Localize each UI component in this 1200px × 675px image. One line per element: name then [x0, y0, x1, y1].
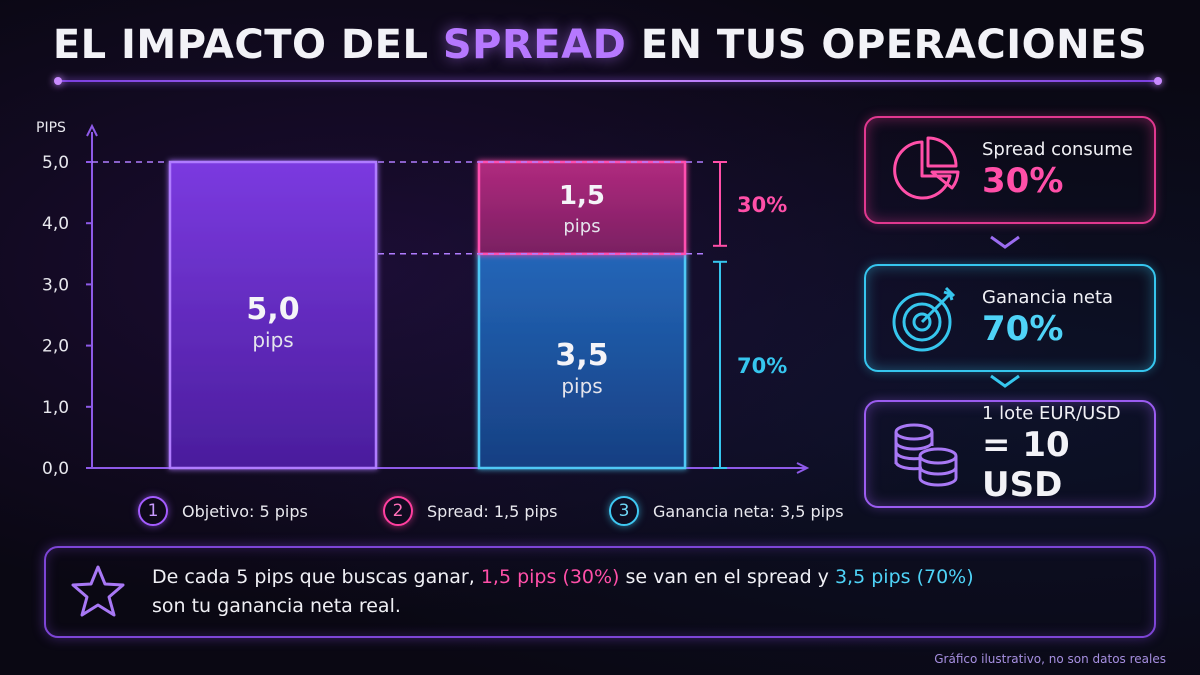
legend-item-spread: 2 Spread: 1,5 pips	[383, 496, 557, 526]
legend-label: Spread: 1,5 pips	[427, 501, 558, 521]
footer-disclaimer: Gráfico ilustrativo, no son datos reales	[934, 652, 1166, 666]
net-card-value: 70%	[982, 309, 1064, 349]
target-icon	[892, 286, 956, 352]
spread-card-value: 30%	[982, 161, 1064, 201]
bar-segment	[168, 160, 378, 470]
lot-card-value: = 10 USD	[982, 425, 1070, 505]
y-tick-label: 2,0	[42, 337, 69, 357]
bar-value-label: 5,0	[246, 292, 299, 327]
bar-segment	[477, 160, 687, 256]
note-net-highlight: 3,5 pips (70%)	[834, 566, 974, 588]
legend-label: Objetivo: 5 pips	[182, 501, 308, 521]
bar-unit-label: pips	[252, 328, 293, 352]
chevron-down-icon	[990, 374, 1020, 388]
legend-number: 2	[383, 496, 413, 526]
bar-value-label: 3,5	[555, 338, 608, 373]
y-tick-label: 5,0	[42, 153, 69, 173]
net-card-label: Ganancia neta	[982, 287, 1114, 308]
percentage-label: 70%	[737, 354, 787, 378]
pie-chart-icon	[893, 136, 960, 200]
note-part-1: De cada 5 pips que buscas ganar,	[152, 566, 481, 588]
bar-unit-label: pips	[561, 374, 602, 398]
title-before: EL IMPACTO DEL	[52, 22, 443, 68]
note-spread-highlight: 1,5 pips (30%)	[480, 566, 620, 588]
y-axis-label: PIPS	[36, 120, 66, 136]
spread-card: Spread consume 30%	[864, 116, 1156, 224]
summary-text: De cada 5 pips que buscas ganar, 1,5 pip…	[152, 563, 974, 621]
coins-icon	[894, 423, 958, 487]
bar-unit-label: pips	[563, 216, 600, 237]
bar-value-label: 1,5	[559, 181, 605, 211]
title-divider	[54, 77, 1162, 85]
chevron-down-icon	[990, 235, 1020, 249]
y-tick-label: 1,0	[42, 398, 69, 418]
star-icon	[71, 565, 125, 617]
y-tick-label: 0,0	[42, 459, 69, 479]
title-highlight: SPREAD	[442, 22, 627, 68]
legend-item-net-profit: 3 Ganancia neta: 3,5 pips	[609, 496, 844, 526]
lot-card-label: 1 lote EUR/USD	[982, 403, 1121, 424]
title-after: EN TUS OPERACIONES	[626, 22, 1148, 68]
legend-number: 1	[138, 496, 168, 526]
legend-item-objective: 1 Objetivo: 5 pips	[138, 496, 308, 526]
x-axis-arrow	[796, 462, 810, 474]
net-profit-card: Ganancia neta 70%	[864, 264, 1156, 372]
bar-segment	[477, 252, 687, 470]
note-part-2: se van en el spread y	[619, 566, 835, 588]
legend-number: 3	[609, 496, 639, 526]
page-title: EL IMPACTO DEL SPREAD EN TUS OPERACIONES	[0, 22, 1200, 68]
legend-label: Ganancia neta: 3,5 pips	[653, 501, 844, 521]
lot-value-card: 1 lote EUR/USD = 10 USD	[864, 400, 1156, 508]
note-part-3: son tu ganancia neta real.	[152, 595, 401, 617]
y-axis-arrow	[86, 123, 98, 137]
percentage-label: 30%	[737, 193, 787, 217]
spread-card-label: Spread consume	[982, 139, 1133, 160]
y-tick-label: 3,0	[42, 275, 69, 295]
summary-note: De cada 5 pips que buscas ganar, 1,5 pip…	[44, 546, 1156, 638]
y-tick-label: 4,0	[42, 214, 69, 234]
